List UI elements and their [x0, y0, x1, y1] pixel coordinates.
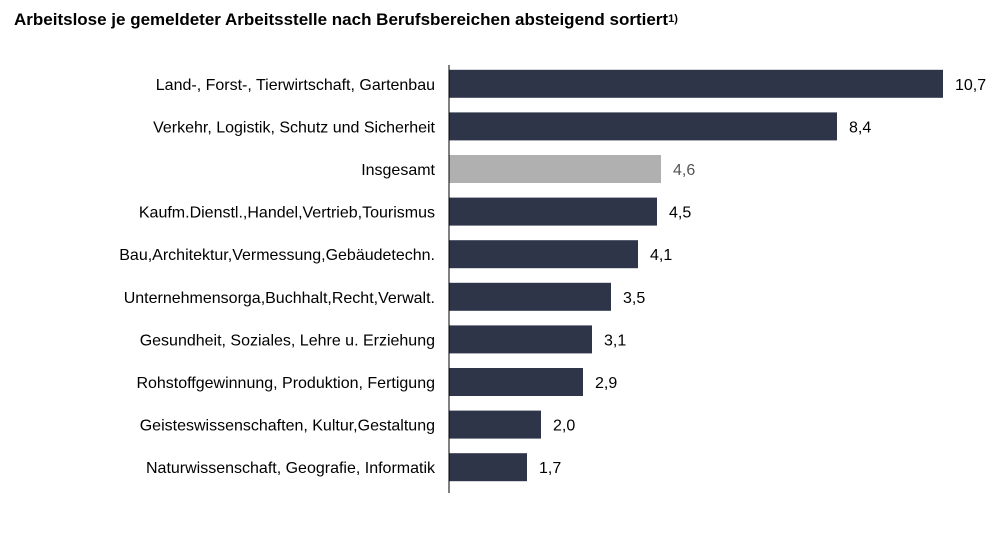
- bar: [449, 112, 837, 141]
- bar: [449, 197, 657, 226]
- value-label: 4,5: [669, 205, 691, 222]
- category-label: Land-, Forst-, Tierwirtschaft, Gartenbau: [156, 77, 435, 94]
- bar: [449, 282, 611, 311]
- bar: [449, 240, 638, 269]
- category-label: Insgesamt: [361, 162, 435, 179]
- category-label: Naturwissenschaft, Geografie, Informatik: [146, 460, 436, 477]
- bar: [449, 325, 592, 354]
- category-label: Gesundheit, Soziales, Lehre u. Erziehung: [140, 332, 435, 349]
- value-label: 1,7: [539, 460, 561, 477]
- chart-title-text: Arbeitslose je gemeldeter Arbeitsstelle …: [14, 10, 669, 29]
- value-label: 10,7: [955, 77, 986, 94]
- bar: [449, 410, 541, 439]
- category-label: Unternehmensorga,Buchhalt,Recht,Verwalt.: [124, 290, 435, 307]
- category-label: Verkehr, Logistik, Schutz und Sicherheit: [153, 119, 435, 136]
- value-label: 4,6: [673, 162, 695, 179]
- value-label: 8,4: [849, 119, 871, 136]
- bar: [449, 368, 583, 396]
- category-label: Kaufm.Dienstl.,Handel,Vertrieb,Tourismus: [139, 205, 435, 222]
- value-label: 3,5: [623, 290, 645, 307]
- footnote-mark: 1): [668, 13, 678, 25]
- category-label: Bau,Architektur,Vermessung,Gebäudetechn.: [119, 247, 435, 264]
- category-label: Rohstoffgewinnung, Produktion, Fertigung: [136, 375, 435, 392]
- value-label: 2,0: [553, 418, 575, 435]
- highlight-bar: [449, 155, 661, 183]
- bar: [449, 453, 527, 482]
- value-label: 2,9: [595, 375, 617, 392]
- value-label: 3,1: [604, 332, 626, 349]
- bar: [449, 69, 943, 98]
- value-label: 4,1: [650, 247, 672, 264]
- category-label: Geisteswissenschaften, Kultur,Gestaltung: [140, 418, 435, 435]
- chart-title: Arbeitslose je gemeldeter Arbeitsstelle …: [14, 10, 678, 30]
